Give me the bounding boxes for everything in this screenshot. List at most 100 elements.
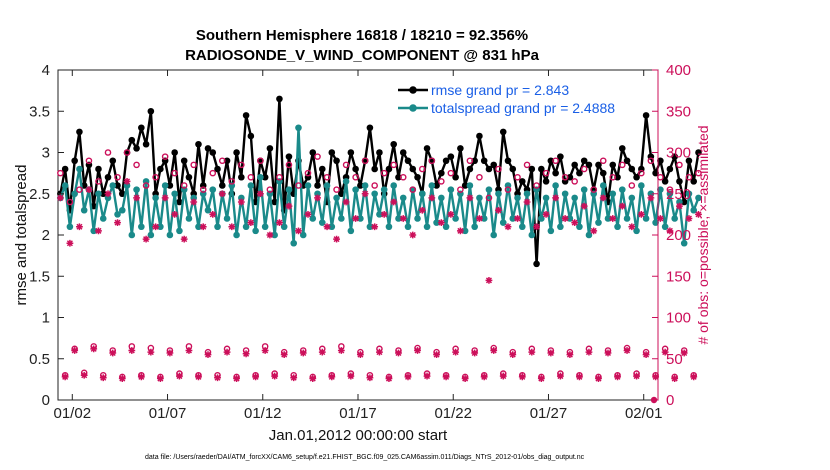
obs-possible-point xyxy=(428,157,436,165)
data-point xyxy=(661,178,669,185)
obs-assimilated-point xyxy=(80,371,88,379)
y-axis-left: 0 0.5 1 1.5 2 2.5 3 3.5 4 xyxy=(29,62,64,409)
data-point xyxy=(509,215,517,222)
obs-assimilated-point xyxy=(76,223,83,231)
obs-possible-point xyxy=(390,161,398,169)
data-point xyxy=(442,157,450,165)
obs-possible-point xyxy=(209,169,217,177)
obs-assimilated-point xyxy=(109,349,117,357)
obs-possible-point xyxy=(380,169,388,177)
obs-possible-point xyxy=(114,173,121,181)
data-point xyxy=(366,124,374,132)
data-point xyxy=(680,198,688,206)
obs-assimilated-point xyxy=(209,210,217,218)
data-point xyxy=(142,140,150,148)
obs-assimilated-point xyxy=(514,215,521,222)
obs-possible-point xyxy=(190,161,198,169)
obs-assimilated-point xyxy=(547,349,555,357)
data-point xyxy=(399,149,407,156)
data-point xyxy=(480,157,488,165)
obs-possible-point xyxy=(438,178,445,185)
obs-assimilated-point xyxy=(409,231,417,239)
obs-assimilated-point xyxy=(452,348,460,356)
data-point xyxy=(690,178,698,185)
obs-assimilated-point xyxy=(356,351,364,359)
obs-assimilated-point xyxy=(552,194,560,202)
data-point xyxy=(204,145,212,152)
data-point xyxy=(214,223,221,231)
obs-possible-point xyxy=(342,161,350,169)
obs-possible-point xyxy=(552,157,559,165)
data-point xyxy=(618,145,626,152)
data-point xyxy=(499,128,507,136)
data-point xyxy=(161,182,169,189)
obs-assimilated-point xyxy=(471,349,479,357)
obs-assimilated-point xyxy=(271,372,279,380)
obs-assimilated-point xyxy=(509,351,517,359)
x-axis: 01/02 01/07 01/12 01/17 01/22 01/27 02/01 xyxy=(54,70,662,422)
data-point xyxy=(342,178,350,185)
data-point xyxy=(471,157,478,165)
obs-possible-point xyxy=(647,157,655,165)
obs-assimilated-point xyxy=(533,223,540,231)
obs-assimilated-point xyxy=(499,372,507,380)
obs-assimilated-point xyxy=(352,215,360,222)
data-point xyxy=(390,140,398,148)
data-point xyxy=(133,186,140,193)
data-point xyxy=(399,194,407,202)
obs-assimilated-point xyxy=(66,239,74,247)
data-point xyxy=(476,132,483,140)
data-point xyxy=(557,223,564,231)
obs-possible-point xyxy=(590,186,598,193)
data-point xyxy=(657,186,664,193)
data-point xyxy=(285,186,293,193)
obs-assimilated-point xyxy=(642,351,650,359)
obs-assimilated-point xyxy=(599,194,607,202)
obs-assimilated-point xyxy=(199,223,207,231)
data-point xyxy=(661,223,669,231)
data-point xyxy=(566,215,574,222)
data-point xyxy=(347,227,355,235)
obs-assimilated-point xyxy=(256,190,264,198)
y-right-tick-label: 400 xyxy=(666,62,691,79)
data-point xyxy=(328,149,336,156)
data-point xyxy=(671,153,678,160)
data-point xyxy=(609,190,617,198)
data-point xyxy=(652,169,659,177)
data-point xyxy=(576,169,583,177)
data-point xyxy=(204,206,212,214)
data-point xyxy=(280,223,288,231)
obs-assimilated-point xyxy=(204,351,212,359)
obs-assimilated-point xyxy=(609,215,617,222)
y-left-tick-label: 2.5 xyxy=(29,186,50,203)
obs-assimilated-point xyxy=(537,375,545,382)
obs-assimilated-point xyxy=(380,210,388,218)
data-point xyxy=(247,182,255,189)
obs-assimilated-point xyxy=(623,347,631,354)
data-point xyxy=(109,157,117,165)
data-point xyxy=(633,227,640,235)
obs-assimilated-point xyxy=(399,215,407,222)
data-point xyxy=(618,186,626,193)
data-point xyxy=(385,165,393,173)
data-point xyxy=(604,215,612,222)
obs-assimilated-point xyxy=(490,347,498,354)
data-point xyxy=(642,215,650,222)
data-point xyxy=(452,215,459,222)
data-point xyxy=(395,173,402,181)
obs-assimilated-point xyxy=(571,219,579,227)
data-point xyxy=(390,182,398,189)
data-point xyxy=(657,157,664,165)
data-point xyxy=(423,145,431,152)
obs-assimilated-point xyxy=(195,373,202,381)
data-point xyxy=(176,227,183,235)
series-2 xyxy=(57,124,702,247)
x-tick-label: 01/02 xyxy=(54,405,92,422)
y-left-tick-label: 2 xyxy=(42,227,50,244)
obs-possible-point xyxy=(466,157,474,165)
obs-assimilated-point xyxy=(328,373,336,381)
data-point xyxy=(352,186,359,193)
data-point xyxy=(557,153,564,160)
obs-assimilated-point xyxy=(218,190,226,198)
